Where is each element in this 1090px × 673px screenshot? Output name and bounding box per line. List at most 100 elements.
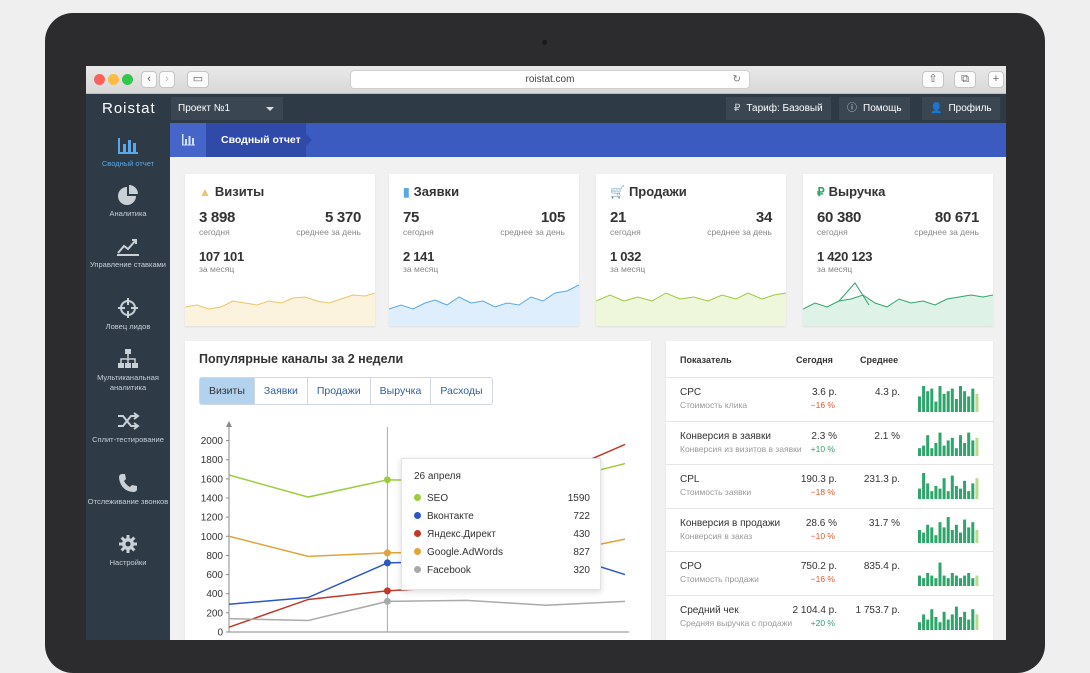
table-row[interactable]: CPO Стоимость продажи 750.2 р. −16 % 835.4 р…	[666, 551, 993, 594]
address-bar[interactable]: roistat.com ↻	[350, 70, 750, 89]
sidebar-item-settings[interactable]: Настройки	[86, 534, 170, 568]
mini-bar	[967, 432, 971, 456]
y-tick-label: 1800	[201, 455, 224, 466]
sidebar-item-call-tracking[interactable]: Отслеживание звонков	[86, 473, 170, 507]
mini-bar	[971, 439, 975, 456]
camera	[542, 40, 547, 45]
month-value: 1 420 123	[817, 249, 873, 264]
card-title: Выручка	[828, 184, 886, 199]
mini-bar	[975, 575, 979, 586]
metric-name: CPL	[680, 474, 700, 485]
tabs-icon[interactable]: ⧉	[954, 71, 976, 88]
mini-bar	[950, 529, 954, 543]
close-window-button[interactable]	[94, 74, 105, 85]
mini-bar	[926, 573, 930, 586]
mini-bar	[934, 401, 938, 412]
help-label: Помощь	[863, 103, 902, 114]
tab-sales[interactable]: Продажи	[308, 378, 371, 404]
mini-bar	[950, 613, 954, 630]
bar-chart-icon	[182, 134, 195, 146]
maximize-window-button[interactable]	[122, 74, 133, 85]
mini-bar	[967, 619, 971, 630]
help-button[interactable]: ⓘ Помощь	[839, 97, 910, 120]
mini-bar	[918, 396, 921, 412]
series-point-4	[383, 597, 391, 605]
sidebar-item-multichannel[interactable]: Мультиканальная аналитика	[86, 349, 170, 393]
tooltip-row: SEO 1590	[414, 493, 590, 507]
y-tick-label: 2000	[201, 436, 224, 447]
mini-bar	[963, 519, 967, 543]
screen: ‹ › ▭ roistat.com ↻ ⇧ ⧉ + Roistat Проект…	[86, 66, 1006, 640]
mini-bar	[942, 478, 946, 499]
series-point-1	[383, 559, 391, 567]
today-label: сегодня	[817, 227, 848, 237]
metric-change: +10 %	[810, 443, 835, 454]
sidebar-item-analytics[interactable]: Аналитика	[86, 185, 170, 219]
mini-bar	[938, 386, 942, 412]
metric-description: Средняя выручка с продажи	[680, 617, 793, 628]
legend-dot	[414, 512, 421, 519]
tooltip-row: Вконтакте 722	[414, 511, 590, 525]
mini-bar	[922, 386, 926, 412]
mini-bar	[963, 480, 967, 499]
mini-bar-chart	[918, 432, 979, 456]
tooltip-series-value: 430	[573, 529, 590, 540]
reload-icon[interactable]: ↻	[732, 74, 741, 85]
column-header-average: Среднее	[860, 355, 899, 365]
mini-bar	[975, 529, 979, 543]
tooltip-row: Google.AdWords 827	[414, 547, 590, 561]
table-row[interactable]: Конверсия в продажи Конверсия в заказ 28.6…	[666, 507, 993, 551]
minimize-window-button[interactable]	[108, 74, 119, 85]
mini-bar	[967, 396, 971, 412]
tooltip-row: Яндекс.Директ 430	[414, 529, 590, 543]
table-row[interactable]: Средний чек Средняя выручка с продажи 2 10…	[666, 594, 993, 638]
sidebar-item-lead-catcher[interactable]: Ловец лидов	[86, 298, 170, 332]
mini-bar	[967, 573, 971, 586]
new-tab-icon[interactable]: +	[988, 71, 1004, 88]
sidebar-item-bids[interactable]: Управление ставками	[86, 236, 170, 270]
table-row[interactable]: CPC Стоимость клика 3.6 р. −16 % 4.3 р.	[666, 377, 993, 420]
tab-visits[interactable]: Визиты	[200, 378, 255, 404]
today-value: 21	[610, 209, 627, 226]
tab-expenses[interactable]: Расходы	[440, 385, 483, 397]
mini-bar	[950, 573, 954, 586]
profile-button[interactable]: 👤 Профиль	[922, 97, 1000, 120]
bar-chart-icon: ▮	[403, 185, 410, 199]
tab-arrow	[306, 134, 312, 146]
tooltip-series-value: 1590	[567, 493, 590, 504]
avg-label: среднее за день	[914, 227, 979, 237]
info-icon: ⓘ	[847, 103, 857, 114]
forward-icon[interactable]: ›	[159, 71, 175, 88]
mini-bar	[926, 483, 930, 499]
sidebar-toggle-icon[interactable]: ▭	[187, 71, 209, 88]
back-icon[interactable]: ‹	[141, 71, 157, 88]
tab-summary-report[interactable]: Сводный отчет	[206, 123, 306, 157]
mini-bar	[934, 534, 938, 543]
metric-average: 2.1 %	[874, 430, 900, 442]
sidebar-item-split-test[interactable]: Сплит-тестирование	[86, 411, 170, 445]
table-row[interactable]: Конверсия в заявки Конверсия из визитов в…	[666, 420, 993, 464]
phone-icon	[119, 474, 137, 492]
metric-description: Конверсия из визитов в заявки	[680, 443, 802, 454]
metric-average: 231.3 р.	[863, 474, 900, 485]
hierarchy-icon	[118, 349, 138, 368]
tab-revenue[interactable]: Выручка	[371, 378, 432, 404]
mini-bar	[938, 562, 942, 586]
tab-leads[interactable]: Заявки	[255, 378, 308, 404]
metric-name: CPO	[680, 561, 702, 572]
metric-change: −18 %	[810, 487, 835, 497]
series-point-0	[383, 476, 391, 484]
kpi-card-leads: ▮ Заявки 75 сегодня 105 среднее за день 2…	[389, 174, 579, 326]
table-row[interactable]: CPL Стоимость заявки 190.3 р. −18 % 231.3 р.	[666, 464, 993, 507]
mini-bar	[942, 526, 946, 543]
y-tick-label: 1000	[201, 532, 224, 543]
tooltip-series-name: Яндекс.Директ	[427, 529, 496, 540]
tariff-button[interactable]: ₽ Тариф: Базовый	[726, 97, 831, 120]
metric-description: Стоимость продажи	[680, 574, 759, 584]
metric-name: Конверсия в продажи	[680, 517, 781, 529]
tooltip-row: Facebook 320	[414, 565, 590, 579]
sidebar-item-summary[interactable]: Сводный отчет	[86, 135, 170, 169]
share-icon[interactable]: ⇧	[922, 71, 944, 88]
project-select[interactable]: Проект №1	[171, 97, 283, 120]
y-axis-arrow	[226, 421, 232, 427]
